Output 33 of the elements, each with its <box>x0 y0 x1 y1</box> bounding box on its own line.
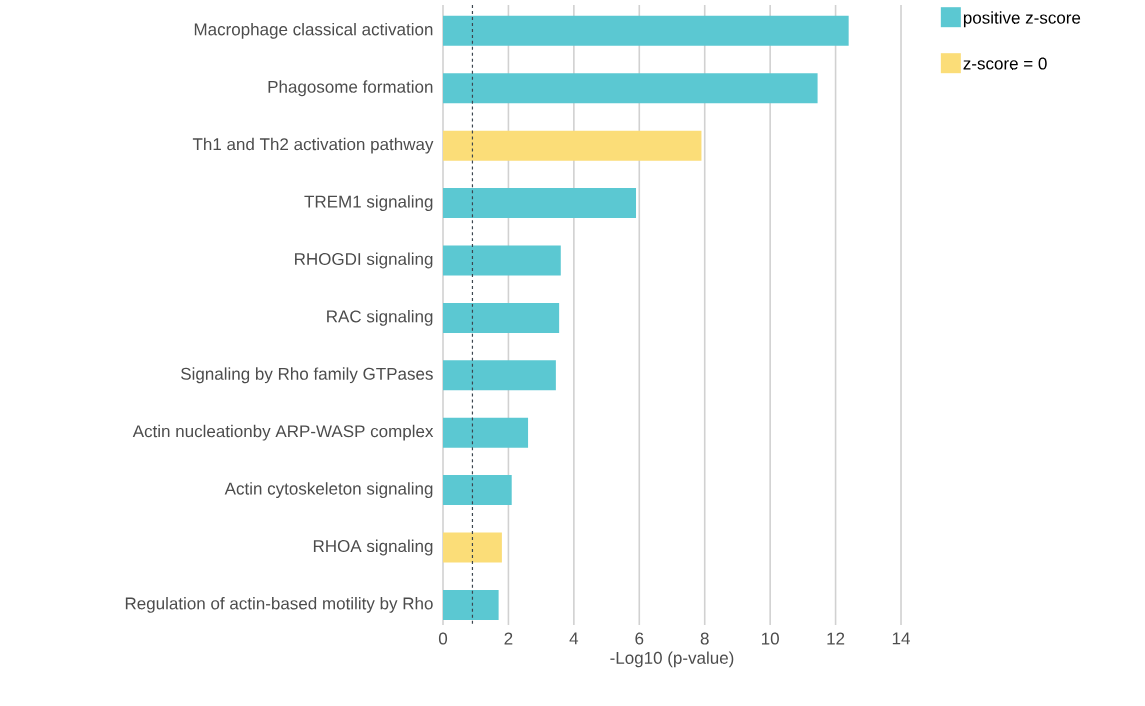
legend-label: z-score = 0 <box>963 57 1047 70</box>
x-tick-label: 6 <box>635 632 644 645</box>
bar <box>443 589 499 620</box>
x-tick-label: 12 <box>827 632 845 645</box>
bar <box>443 245 561 276</box>
x-axis-title: -Log10 (p-value) <box>610 651 734 668</box>
y-tick-label: RHOGDI signaling <box>295 252 433 269</box>
legend-label: positive z-score <box>963 11 1081 28</box>
bar <box>443 15 849 46</box>
bar <box>443 188 637 219</box>
bar <box>443 302 560 333</box>
y-tick-label: Actin cytoskeleton signaling <box>224 482 433 499</box>
x-tick-label: 4 <box>569 632 579 645</box>
x-tick-label: 2 <box>504 632 513 645</box>
x-tick-label: 8 <box>700 632 709 645</box>
x-tick-label: 10 <box>761 632 779 645</box>
bar <box>443 360 556 391</box>
y-tick-label: RAC signaling <box>327 309 433 326</box>
bar <box>443 417 529 448</box>
y-tick-label: RHOA signaling <box>313 539 433 556</box>
x-tick-label: 0 <box>438 632 448 645</box>
bar <box>443 130 702 161</box>
y-tick-label: Phagosome formation <box>268 80 433 97</box>
bar <box>443 73 818 104</box>
bar <box>443 532 502 563</box>
x-tick-label: 14 <box>892 632 910 645</box>
bar <box>443 475 512 506</box>
y-tick-label: Macrophage classical activation <box>194 22 433 39</box>
y-tick-label: Signaling by Rho family GTPases <box>181 367 433 384</box>
y-tick-label: Th1 and Th2 activation pathway <box>192 137 434 154</box>
y-tick-label: Regulation of actin-based motility by Rho <box>125 597 433 613</box>
y-tick-label: Actin nucleationby ARP-WASP complex <box>132 424 434 441</box>
y-tick-label: TREM1 signaling <box>304 195 433 211</box>
